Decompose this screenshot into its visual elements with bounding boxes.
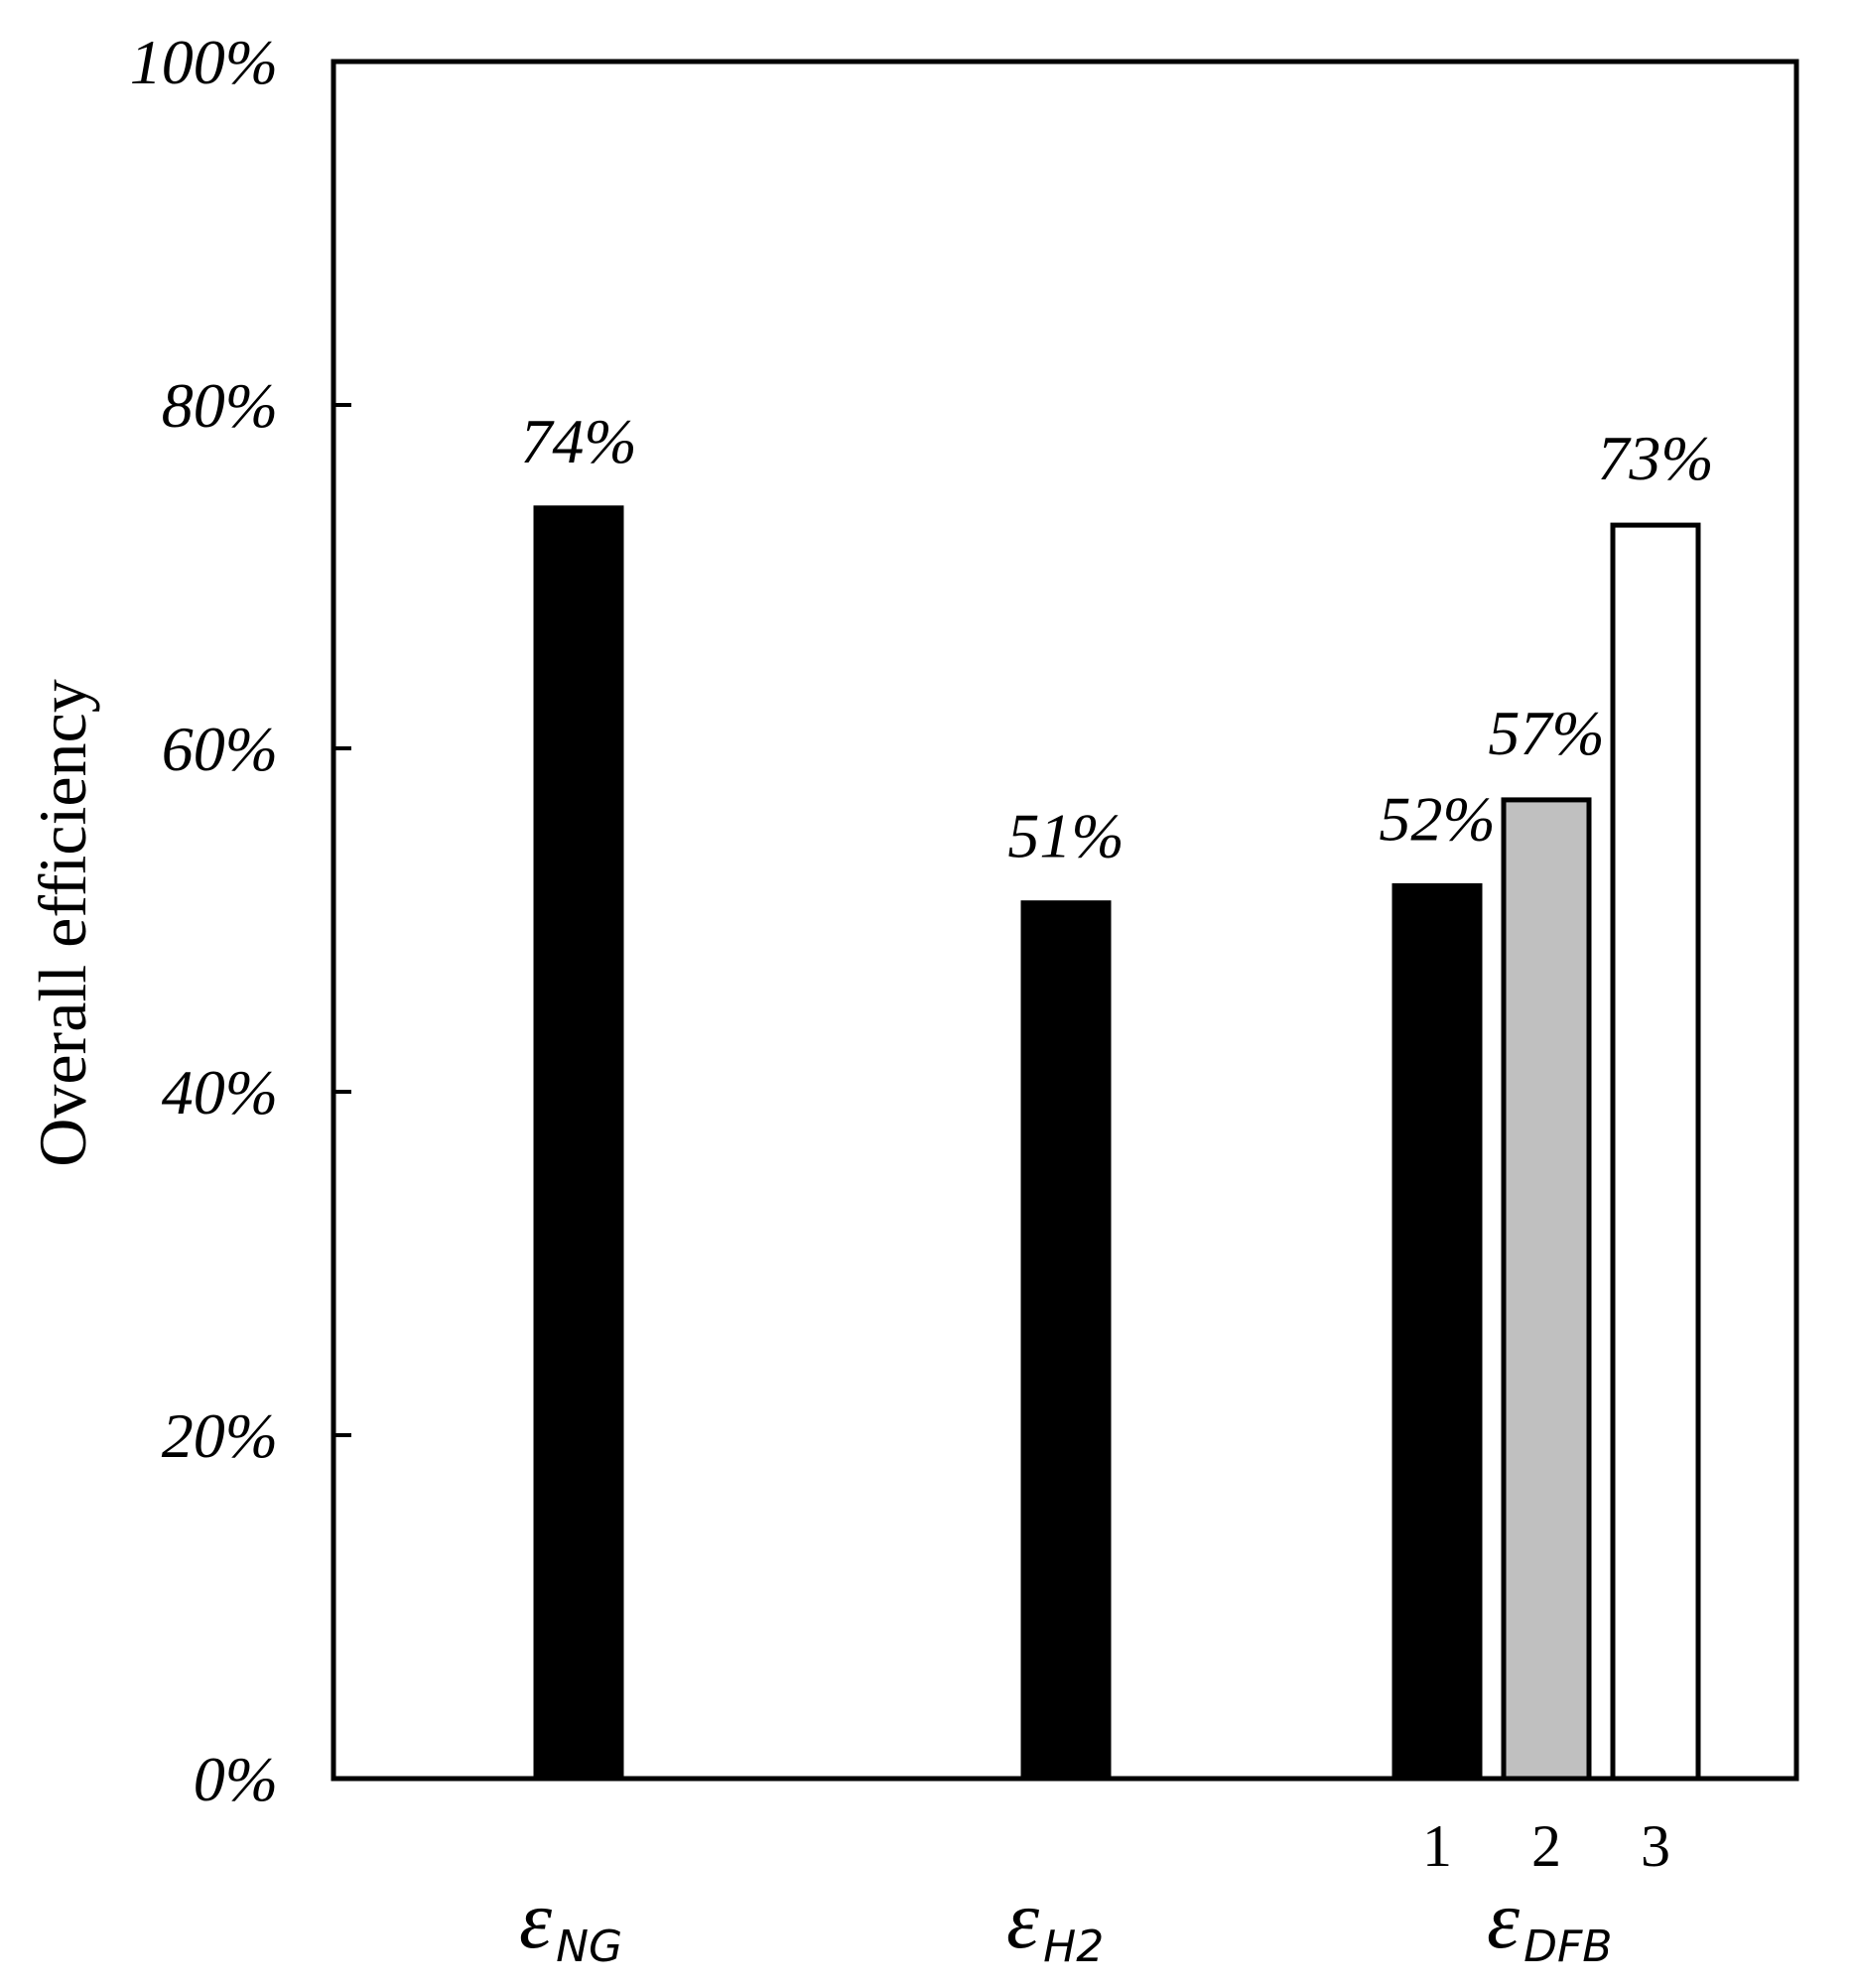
epsilon-symbol: ε (519, 1874, 553, 1966)
y-axis-ticks: 0% 20% 40% 60% 80% 100% (130, 27, 351, 1814)
data-label: 73% (1597, 423, 1713, 493)
data-label: 52% (1379, 783, 1495, 854)
y-tick-label: 60% (162, 714, 278, 784)
category-subscript: DFB (1523, 1922, 1612, 1972)
category-subscript: H2 (1043, 1922, 1104, 1972)
epsilon-symbol: ε (1487, 1874, 1521, 1966)
x-category-label: εNG (519, 1874, 622, 1972)
x-category-label: εDFB (1487, 1874, 1612, 1972)
y-tick-label: 0% (194, 1744, 278, 1814)
value-labels: 74% 51% 52% 57% 73% (520, 406, 1713, 871)
bar (1501, 797, 1592, 1782)
bar (1610, 522, 1701, 1782)
data-label: 57% (1488, 698, 1604, 768)
y-tick-label: 80% (162, 370, 278, 441)
bar-sub-label: 2 (1531, 1813, 1561, 1879)
bar (533, 505, 624, 1782)
bars (533, 505, 1701, 1782)
x-category-label: εH2 (1006, 1874, 1104, 1972)
bar (1020, 900, 1112, 1782)
data-label: 74% (520, 406, 636, 476)
y-axis-title: Overall efficiency (25, 679, 100, 1166)
y-tick-label: 40% (162, 1057, 278, 1127)
bar-sub-label: 3 (1641, 1813, 1670, 1879)
bar-sub-label: 1 (1422, 1813, 1452, 1879)
data-label: 51% (1007, 801, 1124, 871)
category-subscript: NG (556, 1922, 622, 1972)
y-tick-label: 20% (162, 1400, 278, 1471)
bar (1391, 882, 1483, 1782)
plot-frame (331, 59, 1799, 1782)
y-tick-label: 100% (130, 27, 278, 97)
epsilon-symbol: ε (1006, 1874, 1040, 1966)
